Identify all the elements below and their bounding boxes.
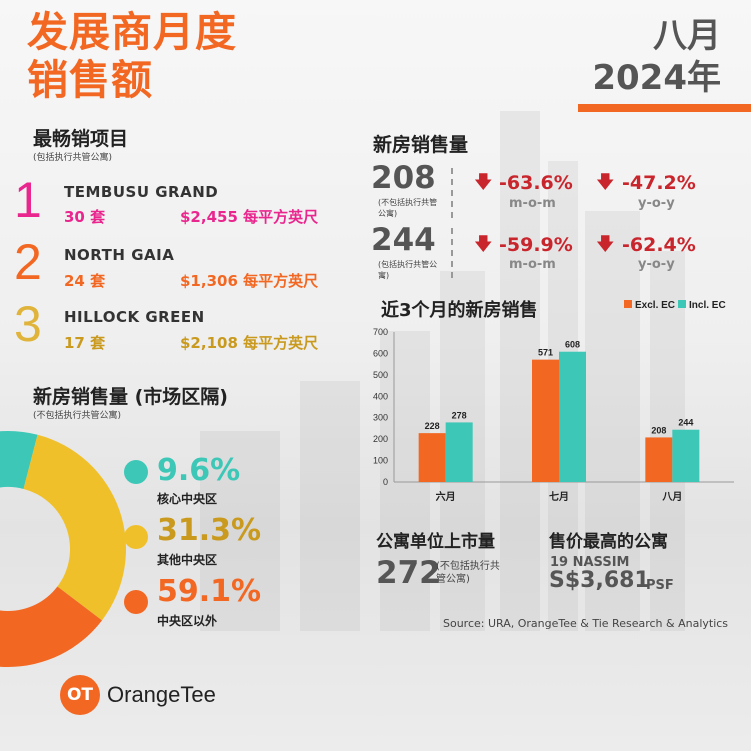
- top-price-unit: PSF: [646, 578, 674, 593]
- bar-chart-svg: Excl. EC Incl. EC 0 100 200 300 400 500 600 700 22…: [373, 300, 734, 503]
- project-name: TEMBUSU GRAND: [64, 183, 219, 201]
- segment-percent: 31.3%: [157, 513, 262, 548]
- bar-value-label: 208: [651, 425, 666, 435]
- logo-name: OrangeTee: [107, 682, 216, 707]
- title-line-2: 销售额: [27, 56, 153, 104]
- chart-title: 近3个月的新房销售: [381, 300, 538, 321]
- down-arrow-icon: 🡇: [474, 172, 493, 193]
- top-price-project: 19 NASSIM: [550, 555, 630, 570]
- legend-dot: [124, 460, 148, 484]
- project-price: $2,108 每平方英尺: [180, 334, 319, 352]
- y-tick-label: 200: [373, 434, 388, 444]
- top-projects-title: 最畅销项目: [33, 128, 129, 150]
- yoy-change: -47.2%: [622, 172, 696, 194]
- yoy-label: y-o-y: [638, 196, 675, 211]
- rank-number: 2: [14, 234, 42, 290]
- launched-units-note: (不包括执行共管公寓): [436, 561, 500, 585]
- segment-label: 核心中央区: [157, 492, 218, 506]
- bar: [532, 359, 559, 482]
- rank-number: 1: [14, 172, 42, 228]
- y-tick-label: 600: [373, 348, 388, 358]
- new-sales-note: (包括执行共管公寓): [378, 260, 438, 280]
- x-tick-label: 六月: [436, 490, 456, 503]
- legend-label: Excl. EC: [635, 300, 675, 311]
- mom-label: m-o-m: [509, 196, 556, 211]
- launched-units-value: 272: [376, 555, 441, 591]
- down-arrow-icon: 🡇: [596, 172, 615, 193]
- bar-chart: Excl. EC Incl. EC 0 100 200 300 400 500 600 700 22…: [362, 300, 737, 522]
- project-units: 17 套: [64, 334, 106, 352]
- launched-units-title: 公寓单位上市量: [376, 532, 495, 552]
- mom-change: -59.9%: [499, 234, 573, 256]
- source-note: Source: URA, OrangeTee & Tie Research & …: [443, 617, 729, 630]
- year-label: 2024年: [592, 58, 721, 98]
- x-tick-label: 八月: [661, 491, 682, 503]
- project-units: 24 套: [64, 272, 106, 290]
- legend-dot: [124, 525, 148, 549]
- dashed-divider: [451, 228, 453, 278]
- new-sales-value: 244: [371, 222, 436, 258]
- segment-label: 其他中央区: [157, 553, 218, 567]
- y-tick-label: 100: [373, 456, 388, 466]
- bar: [445, 422, 473, 482]
- project-price: $2,455 每平方英尺: [180, 208, 319, 226]
- y-tick-label: 400: [373, 391, 388, 401]
- donut-slice: [23, 434, 126, 621]
- down-arrow-icon: 🡇: [596, 234, 615, 255]
- segment-percent: 59.1%: [157, 574, 262, 609]
- y-tick-label: 0: [383, 477, 388, 487]
- yoy-change: -62.4%: [622, 234, 696, 256]
- y-tick-label: 700: [373, 327, 388, 337]
- legend-swatch: [678, 300, 686, 308]
- top-price-title: 售价最高的公寓: [549, 532, 668, 552]
- bar: [645, 437, 673, 482]
- yoy-label: y-o-y: [638, 257, 675, 272]
- bar: [418, 433, 446, 482]
- legend-swatch: [624, 300, 632, 308]
- donut-chart: [0, 427, 140, 681]
- bar-value-label: 244: [678, 418, 693, 428]
- top-projects-note: (包括执行共管公寓): [33, 153, 113, 163]
- page-title: 发展商月度 销售额: [27, 8, 237, 104]
- title-line-1: 发展商月度: [27, 8, 237, 56]
- donut-chart-svg: [0, 431, 126, 667]
- bar-value-label: 571: [538, 348, 553, 358]
- region-sales-title: 新房销售量 (市场区隔): [33, 386, 228, 408]
- rank-number: 3: [14, 296, 42, 352]
- y-tick-label: 500: [373, 370, 388, 380]
- mom-change: -63.6%: [499, 172, 573, 194]
- month-label: 八月: [653, 16, 721, 56]
- orangetee-logo-icon: OT: [60, 675, 100, 715]
- bar-value-label: 278: [452, 410, 467, 420]
- project-name: NORTH GAIA: [64, 246, 175, 264]
- header-accent-bar: [578, 104, 751, 112]
- donut-slice: [0, 431, 38, 489]
- mom-label: m-o-m: [509, 257, 556, 272]
- segment-label: 中央区以外: [157, 614, 218, 628]
- bar: [672, 429, 700, 482]
- segment-percent: 9.6%: [157, 453, 241, 488]
- bar: [559, 351, 586, 482]
- y-tick-label: 300: [373, 413, 388, 423]
- dashed-divider: [451, 168, 453, 218]
- new-sales-note: (不包括执行共管公寓): [378, 198, 438, 218]
- new-sales-value: 208: [371, 160, 436, 196]
- bar-value-label: 228: [425, 421, 440, 431]
- x-tick-label: 七月: [549, 490, 569, 503]
- region-sales-note: (不包括执行共管公寓): [33, 411, 122, 421]
- donut-slice: [0, 586, 103, 667]
- top-price-value: S$3,681: [549, 568, 650, 593]
- project-units: 30 套: [64, 208, 106, 226]
- down-arrow-icon: 🡇: [474, 234, 493, 255]
- bar-value-label: 608: [565, 340, 580, 350]
- legend-label: Incl. EC: [689, 300, 726, 311]
- legend-dot: [124, 590, 148, 614]
- project-name: HILLOCK GREEN: [64, 308, 205, 326]
- new-sales-title: 新房销售量: [373, 134, 469, 156]
- project-price: $1,306 每平方英尺: [180, 272, 319, 290]
